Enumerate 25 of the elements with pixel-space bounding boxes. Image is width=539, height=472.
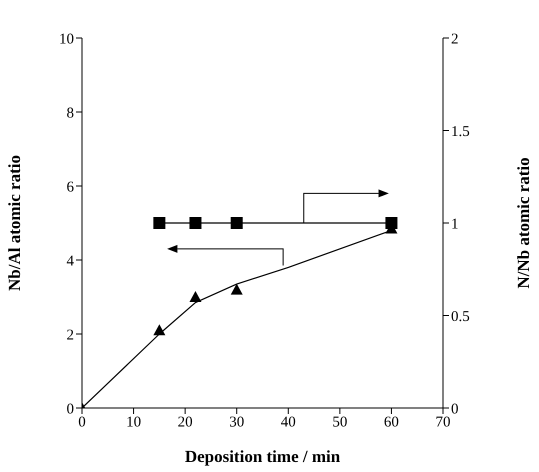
- y-tick-label: 10: [59, 31, 74, 48]
- x-tick-label: 20: [178, 414, 193, 431]
- y-axis-title: Nb/Al atomic ratio: [5, 155, 24, 291]
- x-axis-title: Deposition time / min: [184, 447, 341, 466]
- point: [153, 324, 166, 336]
- x-tick-label: 70: [436, 414, 450, 431]
- y2-axis-title: N/Nb atomic ratio: [514, 157, 534, 289]
- y2-tick-label: 2: [451, 31, 458, 48]
- point: [189, 291, 202, 302]
- y-tick-label: 2: [66, 327, 74, 344]
- y2-tick-label: 1: [451, 216, 458, 232]
- y2-tick-label: 0: [451, 401, 458, 418]
- x-tick-label: 60: [384, 414, 399, 431]
- x-tick-label: 10: [126, 414, 142, 431]
- x-tick-label: 50: [332, 414, 348, 431]
- y-tick-label: 4: [66, 253, 74, 270]
- y-tick-label: 6: [66, 179, 74, 196]
- y-tick-label: 0: [66, 401, 74, 418]
- x-tick-label: 30: [229, 414, 244, 431]
- y-tick-label: 8: [66, 105, 74, 122]
- y2-tick-label: 0.5: [451, 308, 470, 325]
- y2-tick-label: 1.5: [451, 124, 470, 140]
- x-tick-label: 0: [78, 414, 86, 431]
- point: [230, 284, 243, 295]
- x-tick-label: 40: [280, 414, 296, 431]
